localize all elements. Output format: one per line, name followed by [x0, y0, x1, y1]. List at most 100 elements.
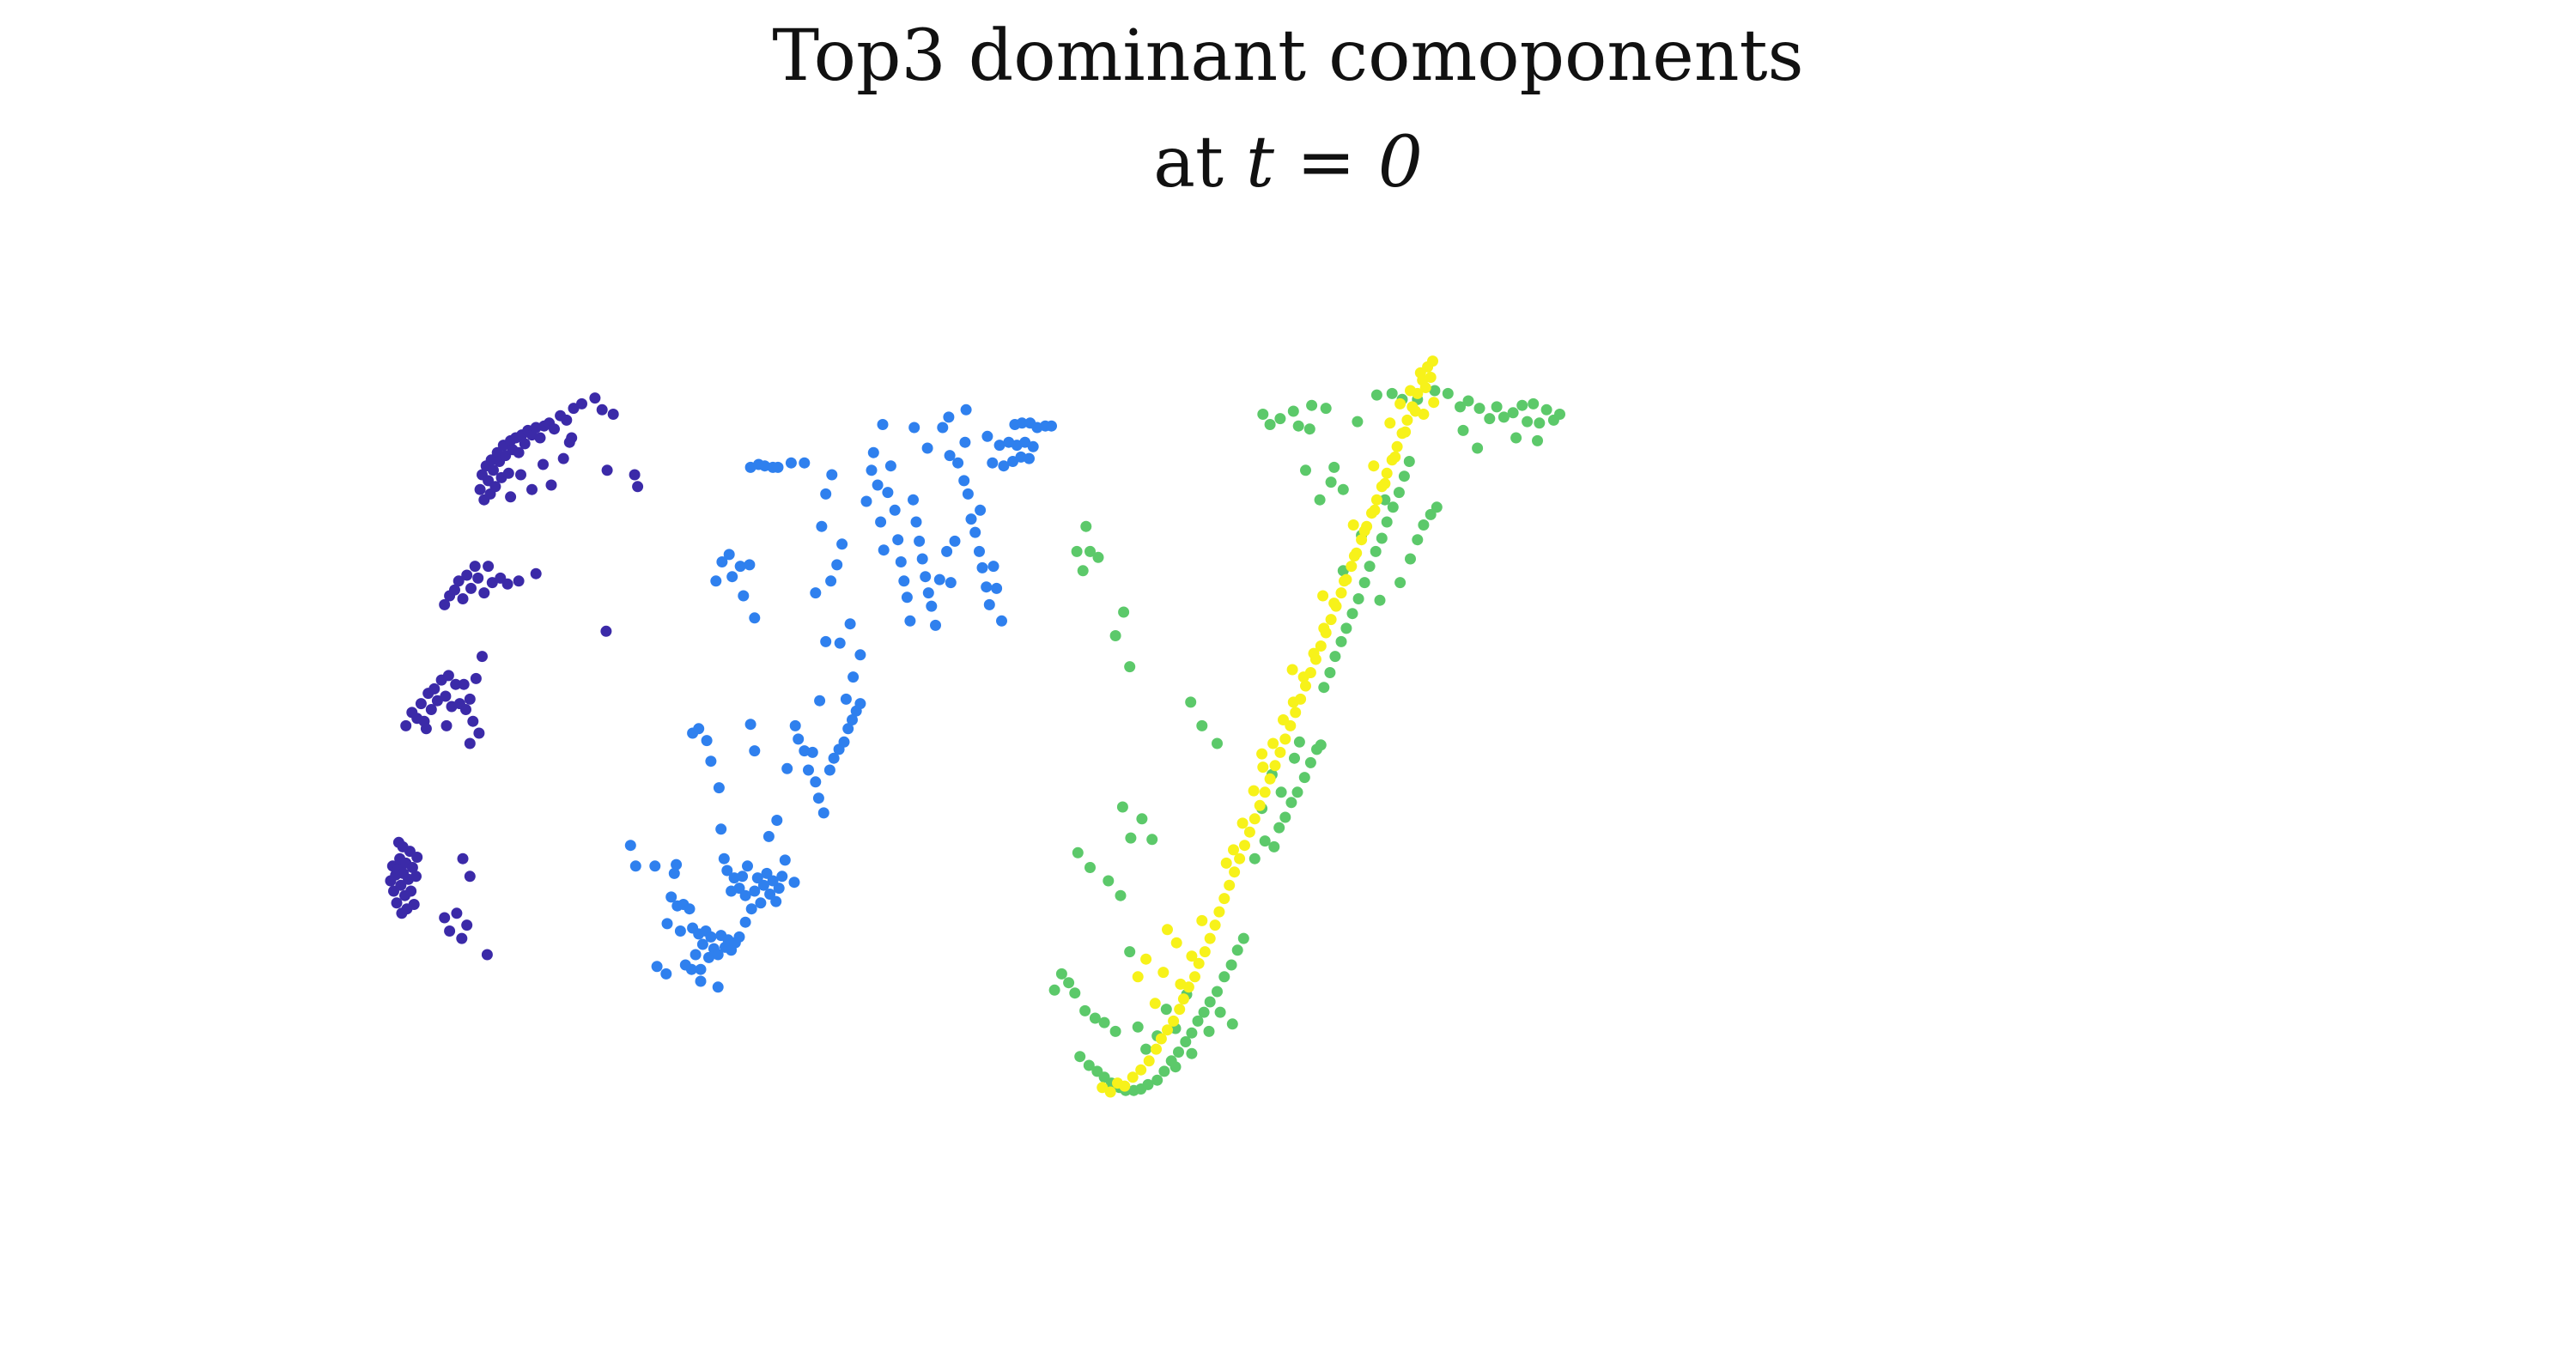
- scatter-point-2-110: [1257, 409, 1269, 420]
- scatter-point-2-12: [1072, 846, 1084, 858]
- scatter-point-1-120: [892, 534, 904, 546]
- scatter-point-3-91: [1425, 372, 1437, 383]
- scatter-point-1-39: [715, 823, 727, 835]
- scatter-point-3-90: [1419, 382, 1431, 393]
- scatter-point-1-128: [916, 553, 928, 565]
- scatter-point-1-171: [877, 419, 889, 430]
- scatter-point-1-164: [1027, 440, 1039, 452]
- scatter-point-1-46: [739, 889, 751, 901]
- scatter-point-3-101: [1286, 664, 1298, 676]
- scatter-point-2-120: [1386, 387, 1398, 399]
- scatter-point-3-76: [1278, 714, 1289, 725]
- scatter-point-2-56: [1186, 1047, 1198, 1059]
- scatter-point-3-24: [1239, 840, 1250, 852]
- scatter-point-1-145: [983, 598, 995, 610]
- scatter-point-3-85: [1369, 504, 1381, 516]
- scatter-point-1-3: [671, 858, 683, 871]
- scatter-point-0-41: [442, 670, 454, 682]
- scatter-point-2-7: [1124, 661, 1136, 673]
- scatter-point-1-159: [1007, 456, 1018, 467]
- scatter-point-0-55: [439, 598, 451, 610]
- scatter-point-1-101: [825, 575, 837, 587]
- scatter-point-0-26: [461, 919, 473, 931]
- scatter-point-0-38: [431, 695, 443, 707]
- scatter-point-1-82: [710, 575, 722, 587]
- scatter-point-1-89: [749, 612, 761, 624]
- scatter-point-3-36: [1300, 680, 1311, 692]
- scatter-point-1-112: [866, 464, 878, 476]
- scatter-point-2-101: [1293, 736, 1305, 748]
- scatter-point-1-22: [705, 931, 717, 943]
- scatter-point-3-21: [1224, 879, 1236, 891]
- scatter-point-1-33: [712, 981, 724, 993]
- scatter-point-1-144: [981, 581, 993, 593]
- scatter-point-2-40: [1186, 1027, 1198, 1039]
- scatter-point-1-80: [744, 719, 756, 731]
- scatter-point-2-38: [1173, 1047, 1184, 1058]
- scatter-point-3-30: [1269, 760, 1281, 772]
- scatter-point-0-103: [538, 458, 549, 470]
- scatter-point-1-131: [926, 600, 938, 612]
- scatter-point-2-70: [1275, 786, 1287, 798]
- scatter-point-2-19: [1063, 977, 1075, 989]
- scatter-point-3-52: [1381, 467, 1393, 479]
- scatter-point-3-81: [1328, 598, 1340, 610]
- scatter-point-3-9: [1162, 1024, 1173, 1036]
- scatter-point-0-95: [534, 432, 546, 444]
- scatter-point-0-85: [502, 467, 514, 479]
- scatter-point-1-132: [930, 619, 941, 631]
- scatter-point-3-94: [1394, 397, 1406, 410]
- scatter-point-2-9: [1125, 832, 1137, 844]
- scatter-point-0-49: [470, 672, 482, 684]
- scatter-point-2-138: [1554, 409, 1565, 420]
- scatter-point-2-128: [1484, 413, 1496, 425]
- scatter-point-1-50: [751, 872, 763, 884]
- scatter-point-1-95: [785, 457, 797, 469]
- scatter-point-2-55: [1170, 1061, 1182, 1073]
- scatter-point-1-122: [898, 575, 910, 587]
- scatter-point-2-47: [1231, 944, 1243, 956]
- scatter-point-2-105: [1328, 461, 1340, 473]
- scatter-point-2-92: [1394, 577, 1406, 589]
- scatter-point-1-111: [860, 495, 872, 507]
- scatter-point-1-53: [761, 867, 773, 879]
- scatter-point-1-55: [767, 875, 779, 887]
- scatter-point-3-43: [1335, 587, 1347, 599]
- scatter-point-1-135: [945, 577, 957, 589]
- scatter-point-3-26: [1249, 813, 1261, 825]
- scatter-point-1-37: [705, 755, 717, 767]
- chart-title: Top3 dominant comoponents at t = 0: [0, 0, 2576, 216]
- scatter-point-2-59: [1226, 1018, 1238, 1030]
- scatter-point-1-6: [665, 891, 677, 903]
- scatter-point-2-106: [1325, 476, 1337, 488]
- scatter-point-1-71: [817, 807, 829, 819]
- scatter-point-0-111: [596, 403, 608, 416]
- scatter-point-0-28: [464, 871, 476, 883]
- scatter-point-0-106: [526, 483, 538, 495]
- scatter-point-3-80: [1318, 622, 1330, 634]
- scatter-point-2-10: [1136, 813, 1148, 825]
- scatter-point-2-118: [1352, 416, 1364, 428]
- scatter-point-2-62: [1268, 840, 1280, 852]
- scatter-point-1-84: [723, 549, 735, 561]
- scatter-point-0-16: [406, 862, 418, 873]
- scatter-point-3-19: [1213, 906, 1225, 918]
- scatter-point-1-138: [958, 475, 970, 487]
- scatter-point-3-82: [1339, 575, 1350, 587]
- scatter-point-2-14: [1103, 875, 1115, 887]
- scatter-point-1-86: [734, 561, 746, 573]
- scatter-point-2-11: [1146, 834, 1158, 846]
- scatter-point-3-34: [1290, 707, 1302, 719]
- scatter-point-2-0: [1071, 545, 1083, 557]
- scatter-point-3-18: [1209, 919, 1221, 931]
- scatter-point-3-100: [1317, 590, 1329, 602]
- scatter-point-0-48: [467, 715, 479, 727]
- scatter-point-3-86: [1379, 477, 1391, 489]
- scatter-point-1-143: [976, 561, 988, 573]
- scatter-point-2-6: [1118, 606, 1130, 618]
- scatter-point-3-7: [1151, 1043, 1162, 1055]
- scatter-point-1-151: [937, 422, 949, 434]
- scatter-point-1-174: [960, 403, 972, 416]
- scatter-point-0-101: [568, 403, 580, 415]
